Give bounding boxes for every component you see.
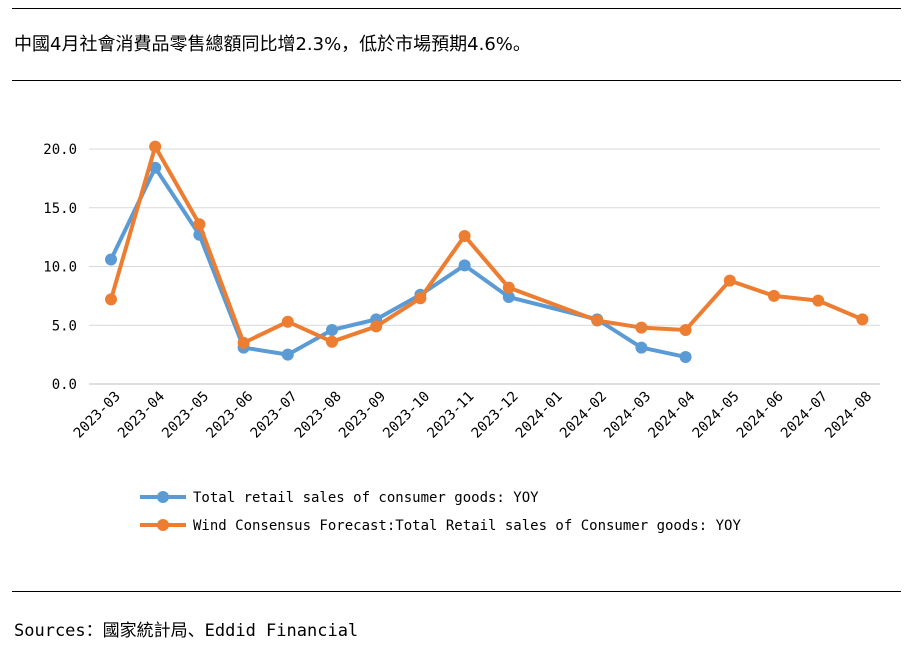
page-title: 中國4月社會消費品零售總額同比增2.3%，低於市場預期4.6%。 [14, 34, 531, 55]
bottom-rule [12, 591, 901, 592]
x-tick-label: 2024-01 [513, 389, 566, 442]
data-point [502, 291, 515, 304]
data-point [105, 293, 117, 306]
data-point [679, 323, 692, 336]
data-point [679, 350, 692, 363]
x-tick-label: 2023-09 [336, 389, 389, 442]
title-rule [12, 80, 901, 81]
data-point [458, 259, 471, 272]
data-point [370, 320, 383, 333]
data-point [458, 229, 471, 242]
data-point [281, 348, 294, 361]
x-tick-label: 2023-11 [424, 389, 477, 442]
legend-swatch-marker [157, 519, 169, 531]
x-tick-label: 2023-07 [248, 389, 301, 442]
data-point [768, 289, 780, 302]
x-tick-label: 2023-05 [159, 389, 212, 442]
series-group [105, 140, 869, 363]
y-tick-label: 5.0 [52, 318, 77, 334]
data-point [635, 321, 648, 334]
source-note: Sources：國家統計局、Eddid Financial [14, 621, 359, 641]
data-point [237, 336, 250, 349]
y-tick-label: 0.0 [52, 377, 77, 393]
x-tick-label: 2023-08 [292, 389, 345, 442]
x-tick-label: 2024-07 [778, 389, 831, 442]
x-axis-ticks: 2023-032023-042023-052023-062023-072023-… [71, 389, 875, 442]
data-point [502, 281, 515, 294]
y-axis-ticks: 0.0 5.0 10.0 15.0 20.0 [43, 142, 77, 393]
y-tick-label: 10.0 [43, 260, 77, 276]
x-tick-label: 2023-03 [71, 389, 124, 442]
series-line [109, 144, 864, 345]
legend-swatch-marker [157, 491, 169, 503]
top-rule [12, 8, 901, 9]
x-tick-label: 2024-05 [690, 389, 743, 442]
y-tick-label: 20.0 [43, 142, 77, 158]
x-tick-label: 2023-12 [469, 389, 522, 442]
data-point [193, 218, 206, 231]
x-tick-label: 2024-02 [557, 389, 610, 442]
data-point [856, 313, 869, 326]
legend-label: Wind Consensus Forecast:Total Retail sal… [193, 518, 741, 534]
x-tick-label: 2023-06 [203, 389, 256, 442]
data-point [414, 292, 427, 305]
x-tick-label: 2023-10 [380, 389, 433, 442]
data-point [281, 315, 294, 328]
x-tick-label: 2024-06 [734, 389, 787, 442]
x-tick-label: 2024-03 [601, 389, 654, 442]
data-point [326, 335, 338, 348]
data-point [723, 274, 736, 287]
data-point [591, 314, 604, 327]
data-point [326, 323, 338, 336]
y-tick-label: 15.0 [43, 201, 77, 217]
gridlines [89, 148, 880, 385]
legend-label: Total retail sales of consumer goods: YO… [193, 490, 539, 506]
x-tick-label: 2024-08 [822, 389, 875, 442]
data-point [105, 253, 117, 266]
x-tick-label: 2024-04 [645, 389, 698, 442]
data-point [635, 341, 648, 354]
data-point [149, 140, 162, 153]
legend: Total retail sales of consumer goods: YO… [140, 490, 741, 534]
data-point [812, 294, 825, 307]
series-line [109, 165, 687, 359]
data-point [149, 161, 162, 174]
x-tick-label: 2023-04 [115, 389, 168, 442]
